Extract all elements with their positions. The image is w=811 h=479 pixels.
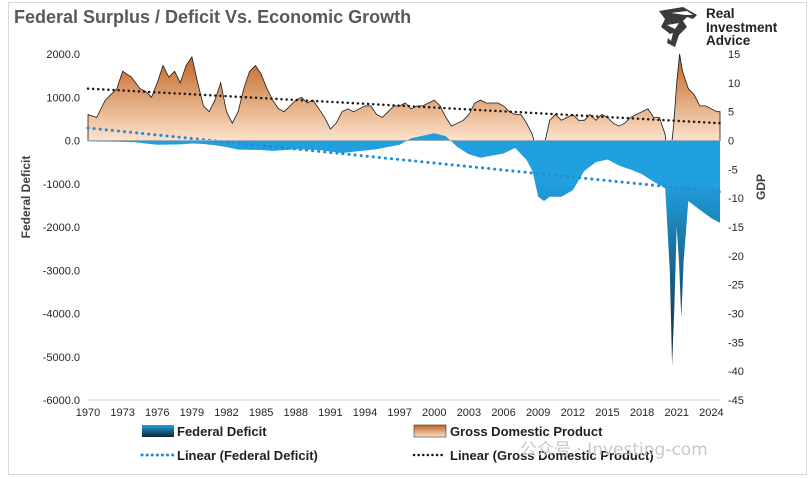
watermark-text: 公众号 · Investing-com: [520, 440, 708, 460]
y-right-axis-title: GDP: [754, 174, 768, 200]
y-left-tick-label: -1000.0: [43, 179, 80, 191]
x-tick-label: 1991: [318, 407, 342, 419]
x-tick-label: 2012: [561, 407, 585, 419]
y-right-tick-label: 15: [728, 49, 740, 61]
y-right-tick-label: -15: [728, 222, 744, 234]
y-left-tick-label: -6000.0: [43, 395, 80, 407]
y-left-tick-label: -5000.0: [43, 352, 80, 364]
x-tick-label: 2000: [422, 407, 446, 419]
x-tick-label: 2006: [491, 407, 515, 419]
legend-label-trend-gdp: Linear (Gross Domestic Product): [450, 448, 654, 463]
x-tick-label: 1979: [180, 407, 204, 419]
y-right-tick-label: -10: [728, 193, 744, 205]
x-tick-label: 2018: [630, 407, 654, 419]
legend-label-federal-deficit: Federal Deficit: [177, 424, 267, 439]
y-left-tick-label: 1000.0: [46, 92, 80, 104]
eagle-head-icon: [659, 7, 697, 47]
y-right-tick-label: -5: [728, 164, 738, 176]
y-right-tick-label: 10: [728, 78, 740, 90]
x-tick-label: 1973: [110, 407, 134, 419]
brand-name: Real Investment Advice: [706, 7, 777, 48]
x-tick-label: 2015: [595, 407, 619, 419]
y-right-tick-label: -25: [728, 280, 744, 292]
x-tick-label: 2024: [699, 407, 723, 419]
trendline-gdp: [86, 87, 722, 125]
brand-logo: Real Investment Advice: [653, 5, 788, 49]
series-gdp-area: [87, 53, 721, 176]
x-tick-label: 1982: [214, 407, 238, 419]
y-right-tick-label: -20: [728, 251, 744, 263]
x-tick-label: 1985: [249, 407, 273, 419]
x-tick-label: 2021: [664, 407, 688, 419]
y-right-tick-label: 0: [728, 136, 734, 148]
chart-title: Federal Surplus / Deficit Vs. Economic G…: [14, 7, 412, 27]
x-tick-label: 2009: [526, 407, 550, 419]
legend-swatch-federal-deficit: [142, 425, 174, 437]
x-tick-label: 1994: [353, 407, 377, 419]
y-right-tick-label: -40: [728, 366, 744, 378]
legend-label-trend-deficit: Linear (Federal Deficit): [177, 448, 318, 463]
y-right-tick-label: -45: [728, 395, 744, 407]
legend-swatch-gdp: [413, 424, 447, 438]
y-left-tick-label: -2000.0: [43, 222, 80, 234]
brand-line-1: Real: [706, 6, 735, 21]
brand-line-3: Advice: [706, 33, 751, 48]
y-left-tick-label: -3000.0: [43, 265, 80, 277]
y-right-tick-label: -30: [728, 309, 744, 321]
y-left-tick-label: 2000.0: [46, 49, 80, 61]
x-tick-label: 2003: [457, 407, 481, 419]
x-tick-label: 1988: [284, 407, 308, 419]
brand-line-2: Investment: [706, 19, 778, 35]
y-left-axis-title: Federal Deficit: [19, 156, 33, 239]
y-right-tick-label: -35: [728, 337, 744, 349]
x-tick-label: 1970: [76, 407, 100, 419]
series-federal-deficit-area: [88, 133, 720, 366]
x-tick-label: 1997: [387, 407, 411, 419]
legend-label-gdp: Gross Domestic Product: [450, 424, 603, 439]
y-left-tick-label: 0.0: [65, 136, 80, 148]
y-left-tick-label: -4000.0: [43, 309, 80, 321]
x-tick-label: 1976: [145, 407, 169, 419]
y-right-tick-label: 5: [728, 107, 734, 119]
trendline-federal-deficit: [86, 126, 722, 194]
